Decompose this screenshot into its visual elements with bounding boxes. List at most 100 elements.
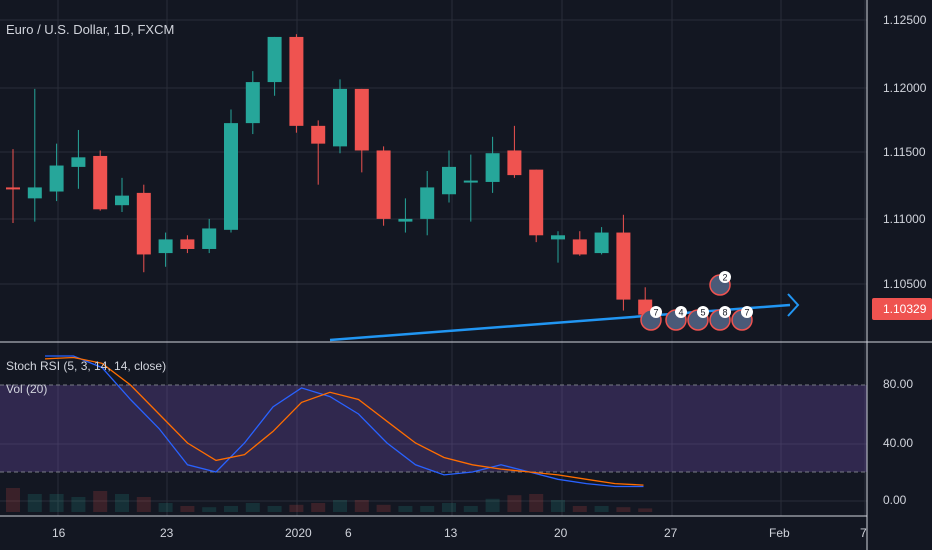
volume-bar xyxy=(376,504,391,512)
candle-body[interactable] xyxy=(136,192,151,255)
candle-body[interactable] xyxy=(224,123,238,230)
date-tick: 16 xyxy=(52,526,66,540)
badge-count: 7 xyxy=(744,308,749,318)
candle-body[interactable] xyxy=(93,155,108,210)
stoch-rsi-series xyxy=(44,355,644,488)
oscillator-tick: 0.00 xyxy=(883,493,907,507)
candle-body[interactable] xyxy=(594,232,609,254)
trend-line[interactable] xyxy=(329,303,791,342)
price-tick: 1.11000 xyxy=(883,212,926,226)
event-badge[interactable]: 4 xyxy=(665,306,687,331)
volume-bar xyxy=(115,494,129,512)
candle-body[interactable] xyxy=(442,166,456,195)
date-tick: 2020 xyxy=(285,526,312,540)
price-tick: 1.12500 xyxy=(883,13,927,27)
volume-bar xyxy=(594,506,609,512)
stoch-d-line xyxy=(44,356,644,486)
trend-arrow-icon[interactable] xyxy=(787,293,800,317)
candle-body[interactable] xyxy=(551,235,565,240)
badge-count-bg xyxy=(697,306,709,318)
candle-body[interactable] xyxy=(507,150,522,176)
last-price-label: 1.10329 xyxy=(883,302,927,316)
volume-bar xyxy=(572,506,587,512)
candle-body[interactable] xyxy=(202,228,217,249)
candle-body[interactable] xyxy=(71,157,86,167)
candle-body[interactable] xyxy=(398,218,413,222)
candle-body[interactable] xyxy=(333,88,347,147)
candle-body[interactable] xyxy=(27,187,42,199)
candle-body[interactable] xyxy=(115,195,129,206)
badge-count: 5 xyxy=(700,308,705,318)
volume-bar xyxy=(354,500,369,512)
candle-body[interactable] xyxy=(6,187,20,190)
badge-count-bg xyxy=(650,306,662,318)
candle-body[interactable] xyxy=(311,125,326,144)
candle-body[interactable] xyxy=(49,165,64,192)
event-badge[interactable]: 5 xyxy=(687,306,709,331)
candle-body[interactable] xyxy=(267,36,282,83)
volume-bar xyxy=(333,500,347,512)
badge-count-bg xyxy=(741,306,753,318)
stoch-rsi-label[interactable]: Stoch RSI (5, 3, 14, 14, close) xyxy=(6,359,167,373)
candle-body[interactable] xyxy=(245,82,260,124)
volume-label[interactable]: Vol (20) xyxy=(6,382,48,396)
badge-count-bg xyxy=(719,306,731,318)
price-tick: 1.11500 xyxy=(883,145,926,159)
volume-bar xyxy=(267,506,282,512)
date-tick: Feb xyxy=(769,526,790,540)
volume-bar xyxy=(398,506,413,512)
date-tick: 27 xyxy=(664,526,678,540)
event-badge[interactable]: 2 xyxy=(709,271,731,296)
volume-bar xyxy=(485,498,500,512)
candle-body[interactable] xyxy=(616,232,631,300)
candle-body[interactable] xyxy=(354,88,369,151)
volume-bar xyxy=(551,500,565,512)
symbol-title[interactable]: Euro / U.S. Dollar, 1D, FXCM xyxy=(6,22,175,37)
candle-body[interactable] xyxy=(180,239,195,249)
candle-body[interactable] xyxy=(376,150,391,219)
candle-body[interactable] xyxy=(572,239,587,255)
event-badge[interactable]: 8 xyxy=(709,306,731,331)
volume-bar xyxy=(245,503,260,512)
event-badge[interactable]: 7 xyxy=(731,306,753,331)
volume-bar xyxy=(507,495,522,512)
badge-count: 2 xyxy=(722,273,727,283)
oscillator-tick: 40.00 xyxy=(883,436,914,450)
volume-bar xyxy=(420,506,435,512)
price-tick: 1.12000 xyxy=(883,81,927,95)
last-price-marker xyxy=(872,298,932,320)
candle-body[interactable] xyxy=(529,169,544,236)
date-tick: 13 xyxy=(444,526,458,540)
volume-bar xyxy=(93,491,108,512)
volume-bar xyxy=(289,504,304,512)
volume-bar xyxy=(311,503,326,512)
event-badge[interactable]: 7 xyxy=(640,306,662,331)
volume-bar xyxy=(463,506,478,512)
stoch-k-line xyxy=(45,355,644,488)
date-tick: 23 xyxy=(160,526,174,540)
candle-body[interactable] xyxy=(289,36,304,126)
volume-bar xyxy=(49,494,64,512)
volume-series xyxy=(6,488,653,512)
volume-bar xyxy=(202,507,217,512)
price-tick: 1.10500 xyxy=(883,277,927,291)
candle-body[interactable] xyxy=(158,239,173,254)
volume-bar xyxy=(638,508,653,512)
badge-count: 8 xyxy=(722,308,727,318)
volume-bar xyxy=(136,497,151,512)
oscillator-tick: 80.00 xyxy=(883,377,914,391)
volume-bar xyxy=(158,503,173,512)
volume-bar xyxy=(224,506,238,512)
candle-body[interactable] xyxy=(485,153,500,182)
volume-bar xyxy=(71,497,86,512)
candle-body[interactable] xyxy=(463,180,478,183)
candlestick-series[interactable] xyxy=(6,34,653,329)
volume-bar xyxy=(180,506,195,512)
badge-count-bg xyxy=(719,271,731,283)
event-badges[interactable]: 7 4 5 8 7 2 xyxy=(640,271,753,331)
date-tick: 7 xyxy=(860,526,867,540)
candle-body[interactable] xyxy=(420,187,435,219)
volume-bar xyxy=(529,494,544,512)
